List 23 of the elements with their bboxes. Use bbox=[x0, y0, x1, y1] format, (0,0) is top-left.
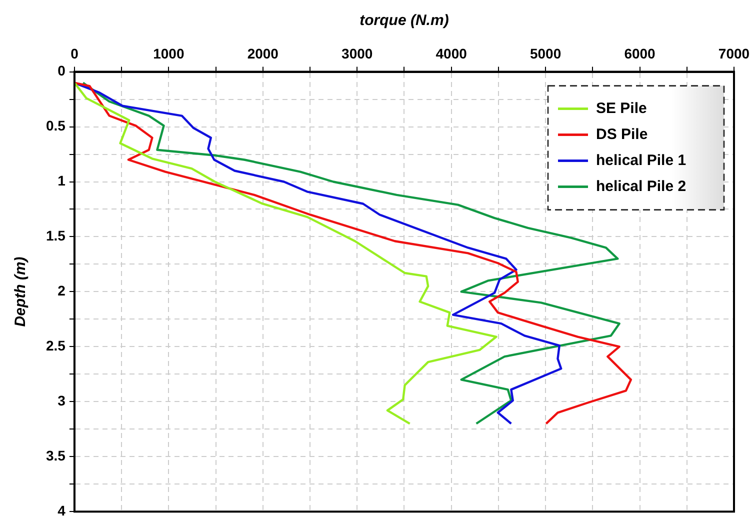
x-tick-label: 0 bbox=[70, 45, 79, 62]
x-tick-label: 6000 bbox=[624, 45, 656, 62]
x-tick-label: 3000 bbox=[342, 45, 373, 62]
y-tick-label: 2.5 bbox=[46, 338, 66, 354]
y-tick-label: 4 bbox=[58, 502, 66, 518]
legend-label: helical Pile 1 bbox=[596, 152, 686, 169]
x-tick-label: 1000 bbox=[153, 45, 184, 62]
y-tick-label: 1.5 bbox=[46, 228, 66, 244]
y-tick-label: 0 bbox=[58, 62, 66, 79]
x-axis-title: torque (N.m) bbox=[360, 12, 449, 30]
x-tick-label: 4000 bbox=[436, 45, 468, 62]
y-tick-label: 3 bbox=[58, 392, 66, 409]
y-tick-label: 3.5 bbox=[46, 447, 66, 464]
x-tick-label: 7000 bbox=[718, 45, 750, 62]
x-tick-label: 5000 bbox=[530, 45, 562, 62]
y-tick-label: 1 bbox=[58, 172, 66, 189]
legend-label: DS Pile bbox=[596, 126, 648, 143]
x-tick-label: 2000 bbox=[247, 45, 279, 62]
legend-label: SE Pile bbox=[596, 100, 647, 117]
y-axis-title: Depth (m) bbox=[12, 256, 30, 327]
y-tick-label: 2 bbox=[58, 282, 66, 299]
legend-label: helical Pile 2 bbox=[596, 178, 686, 195]
y-tick-label: 0.5 bbox=[46, 118, 66, 134]
